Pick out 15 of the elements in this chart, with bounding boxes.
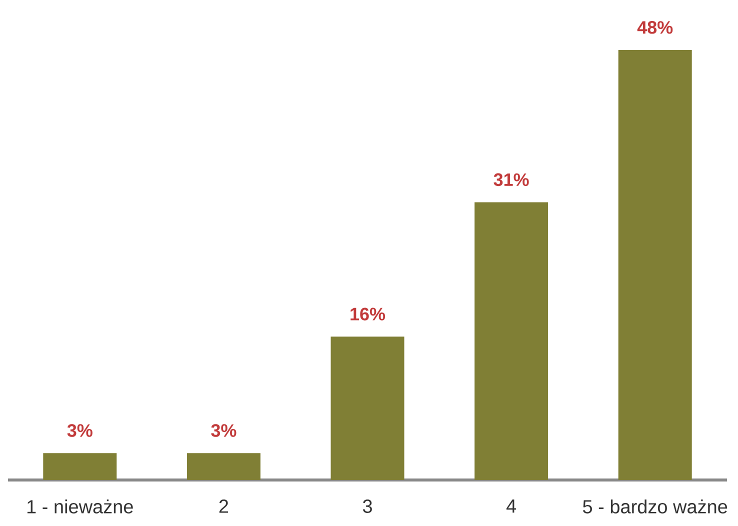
bar <box>186 453 260 480</box>
data-label: 3% <box>211 424 236 437</box>
x-tick-label: 5 - bardzo ważne <box>582 500 728 514</box>
data-label: 31% <box>494 173 529 186</box>
x-tick-label: 1 - nieważne <box>27 500 133 514</box>
x-tick-label: 3 <box>362 500 372 513</box>
bar <box>474 202 548 480</box>
bar <box>330 336 404 480</box>
data-label: 48% <box>637 21 673 34</box>
bar <box>618 50 692 480</box>
x-tick-label: 4 <box>506 500 516 513</box>
data-label: 3% <box>67 424 92 437</box>
bar <box>43 453 117 480</box>
x-tick-label: 2 <box>219 500 228 513</box>
data-label: 16% <box>350 308 386 320</box>
